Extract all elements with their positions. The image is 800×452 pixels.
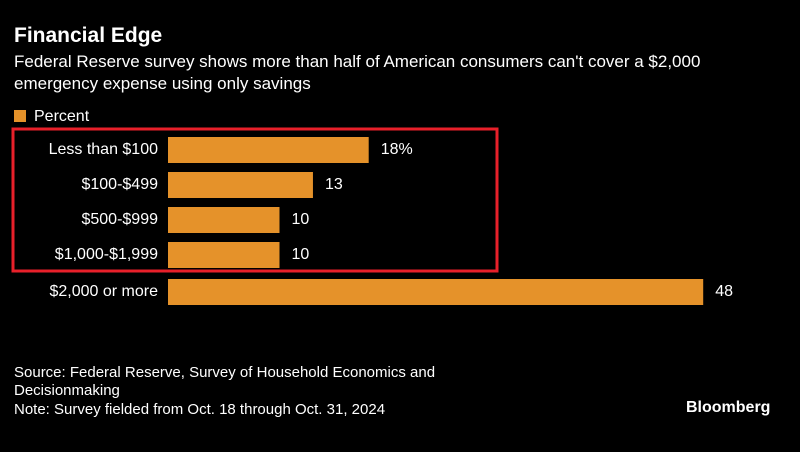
category-label: $2,000 or more — [49, 283, 158, 300]
bar — [168, 242, 280, 268]
value-label: 10 — [292, 246, 310, 263]
bar — [168, 279, 704, 305]
category-label: $500-$999 — [81, 211, 158, 228]
category-label: $1,000-$1,999 — [55, 246, 158, 263]
legend-label: Percent — [34, 108, 90, 125]
value-label: 10 — [292, 211, 310, 228]
brand: Bloomberg — [686, 399, 771, 416]
category-label: $100-$499 — [81, 176, 158, 193]
bar — [168, 172, 313, 198]
bar — [168, 207, 280, 233]
chart-title: Financial Edge — [14, 24, 163, 47]
value-label: 48 — [715, 283, 733, 300]
highlight-box — [11, 127, 499, 273]
chart-subtitle: Federal Reserve survey shows more than h… — [14, 52, 701, 93]
source: Source: Federal Reserve, Survey of House… — [14, 364, 436, 399]
category-label: Less than $100 — [49, 141, 159, 158]
note: Note: Survey fielded from Oct. 18 throug… — [14, 401, 386, 418]
value-label: 13 — [325, 176, 343, 193]
value-label: 18% — [381, 141, 413, 158]
legend-swatch — [14, 110, 26, 122]
bar — [168, 137, 369, 163]
